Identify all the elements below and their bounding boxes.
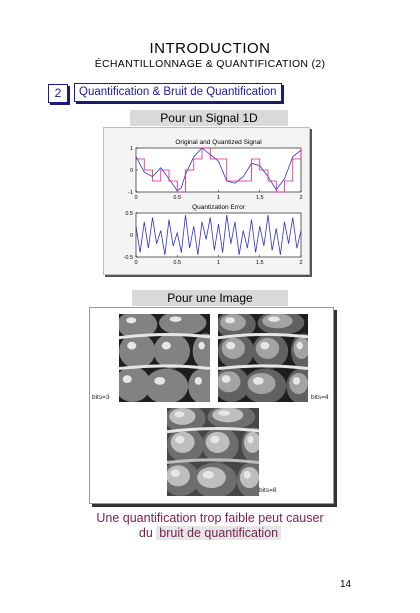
apple-specular <box>174 411 185 418</box>
apple-specular <box>296 341 303 350</box>
apple-specular <box>126 317 137 324</box>
apple-specular <box>170 469 180 477</box>
quantized-image-bits4 <box>218 314 308 402</box>
series-line-1 <box>135 147 302 192</box>
x-tick-label: 1 <box>217 195 220 201</box>
signal-label: Pour un Signal 1D <box>130 110 288 126</box>
plot-area <box>135 212 302 258</box>
y-tick-label: -0.5 <box>124 255 133 261</box>
apple-specular <box>252 377 264 385</box>
page-subtitle: ÉCHANTILLONNAGE & QUANTIFICATION (2) <box>94 58 326 70</box>
x-tick-label: 2 <box>299 260 302 266</box>
bits8-label: bits=8 <box>259 487 277 494</box>
apple-specular <box>154 377 166 385</box>
apple-specular <box>221 375 231 383</box>
chart-title: Quantization Error <box>192 204 246 211</box>
series-line-2 <box>136 147 302 193</box>
section-title: Quantification & Bruit de Quantification <box>74 83 282 102</box>
leaf-stripe <box>119 332 210 340</box>
image-figure: bits=3 bits=4 bits=8 <box>89 307 334 504</box>
y-tick-label: 1 <box>130 146 133 152</box>
chart-title: Original and Quantized Signal <box>175 139 262 146</box>
leaf-stripe <box>119 364 210 371</box>
apple-specular <box>169 316 182 322</box>
apple-specular <box>210 435 220 444</box>
image-label: Pour une Image <box>132 290 288 306</box>
bits4-label: bits=4 <box>311 394 329 401</box>
page-number: 14 <box>340 579 352 590</box>
apple-specular <box>161 341 171 350</box>
x-tick-label: 1.5 <box>256 260 264 266</box>
chart-1: Original and Quantized Signal 0 0.5 1 1.5 2 1 0… <box>128 139 302 201</box>
caption-line-1: Une quantification trop faible peut caus… <box>96 511 324 525</box>
x-tick-label: 2 <box>299 195 302 201</box>
caption-highlight: bruit de quantification <box>156 526 282 540</box>
bits3-label: bits=3 <box>92 394 110 401</box>
leaf-stripe <box>167 426 259 434</box>
section-number: 2 <box>48 84 68 103</box>
apple-specular <box>247 435 254 444</box>
x-tick-label: 0 <box>134 260 137 266</box>
quantized-image-bits3 <box>119 314 210 402</box>
apple-specular <box>226 341 236 350</box>
signal-charts: Original and Quantized Signal 0 0.5 1 1.5 2 1 0… <box>124 139 303 266</box>
y-tick-label: 0 <box>130 233 133 239</box>
page-title: INTRODUCTION <box>149 40 271 57</box>
apple-specular <box>218 410 231 416</box>
caption-line-2: du bruit de quantification <box>0 526 420 540</box>
apple-specular <box>225 317 236 324</box>
apple-specular <box>127 341 137 350</box>
x-tick-label: 1.5 <box>256 195 264 201</box>
quantized-image-bits8 <box>167 408 259 496</box>
apple-specular <box>268 316 280 322</box>
x-tick-label: 1 <box>217 260 220 266</box>
leaf-stripe <box>167 458 259 465</box>
leaf-stripe <box>218 364 308 371</box>
x-tick-label: 0 <box>134 195 137 201</box>
y-tick-label: -1 <box>128 190 133 196</box>
x-tick-label: 0.5 <box>173 260 181 266</box>
leaf-stripe <box>218 332 308 340</box>
series-line-1 <box>135 215 302 255</box>
apple-specular <box>122 375 132 383</box>
signal-figure: Original and Quantized Signal 0 0.5 1 1.5 2 1 0… <box>103 127 310 275</box>
caption-prefix: du <box>138 526 153 540</box>
apple-specular <box>292 377 301 385</box>
apple-specular <box>202 471 214 479</box>
y-tick-label: 0 <box>130 168 133 174</box>
apple-specular <box>194 377 202 385</box>
apple-specular <box>175 435 185 444</box>
y-tick-label: 0.5 <box>125 211 133 217</box>
x-tick-label: 0.5 <box>173 195 181 201</box>
apple-specular <box>243 471 251 479</box>
apple-specular <box>198 341 205 350</box>
apple-specular <box>260 341 270 350</box>
